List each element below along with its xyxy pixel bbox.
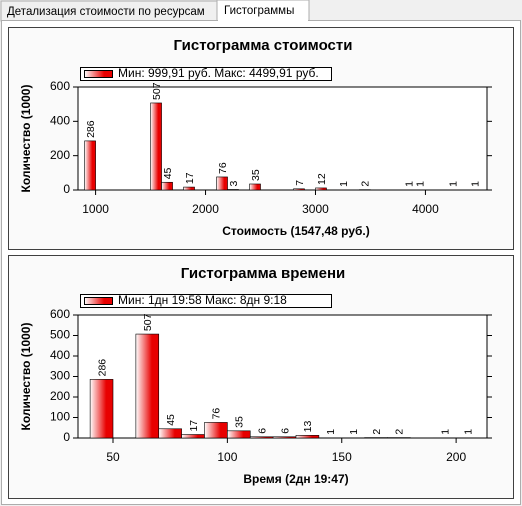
chart-title: Гистограмма времени [181,265,346,282]
legend-box [80,294,332,308]
bar [272,436,297,439]
legend-box [80,67,332,81]
legend-swatch [84,70,113,78]
value-label: 1 [348,429,360,435]
y-tick-label: 0 [63,182,70,196]
x-tick-label: 1000 [82,202,109,216]
value-label: 6 [279,428,291,434]
tab-label[interactable]: Детализация стоимости по ресурсам [7,6,205,18]
value-label: 1 [439,429,451,435]
value-label: 17 [188,420,200,432]
value-label: 7 [294,180,306,186]
value-label: 2 [360,181,372,187]
value-label: 507 [142,313,154,331]
bar [216,176,228,191]
bar [293,188,305,191]
value-label: 76 [211,408,223,420]
tab-label[interactable]: Гистограммы [224,5,294,17]
bar [249,183,261,191]
x-axis-label: Время (2дн 19:47) [243,472,348,486]
y-tick-label: 300 [50,369,70,383]
value-label: 6 [256,428,268,434]
value-label: 1 [415,181,427,187]
y-tick-label: 400 [50,348,70,362]
plot-area [77,86,488,191]
y-tick-label: 500 [50,328,70,342]
value-label: 1 [448,181,460,187]
x-tick-label: 2000 [192,202,219,216]
bar [204,422,228,439]
bar [158,428,182,439]
y-tick-label: 0 [63,430,70,444]
legend-label: Мин: 999,91 руб. Макс: 4499,91 руб. [118,66,319,80]
x-tick-label: 200 [446,450,466,464]
x-tick-label: 50 [106,450,120,464]
x-axis-label: Стоимость (1547,48 руб.) [222,224,370,238]
x-tick-label: 100 [217,450,237,464]
bar [161,181,173,191]
value-label: 1 [470,181,482,187]
y-tick-label: 200 [50,148,70,162]
value-label: 1 [462,429,474,435]
y-axis-label: Количество (1000) [19,323,33,431]
value-label: 1 [338,181,350,187]
legend-label: Мин: 1дн 19:58 Макс: 8дн 9:18 [118,293,287,307]
value-label: 2 [371,429,383,435]
y-tick-label: 600 [50,307,70,321]
value-label: 286 [96,359,108,377]
bar [315,187,327,191]
legend-swatch [84,297,113,305]
value-label: 45 [165,414,177,426]
bar [227,430,251,439]
value-label: 507 [151,82,163,100]
bar [227,189,239,191]
value-label: 13 [302,420,314,432]
value-label: 12 [316,173,328,185]
value-label: 35 [234,416,246,428]
value-label: 17 [184,172,196,184]
value-label: 45 [162,167,174,179]
bar [183,186,195,191]
value-label: 1 [325,429,337,435]
value-label: 35 [250,169,262,181]
x-tick-label: 3000 [302,202,329,216]
bar [84,140,96,191]
value-label: 3 [228,180,240,186]
bar [249,436,274,439]
bar [295,435,320,439]
x-tick-label: 150 [332,450,352,464]
y-tick-label: 600 [50,79,70,93]
bar [150,102,162,191]
bar [181,434,205,439]
value-label: 286 [85,120,97,138]
bar [89,379,114,439]
y-tick-label: 100 [50,410,70,424]
value-label: 76 [217,162,229,174]
y-tick-label: 400 [50,114,70,128]
value-label: 2 [394,429,406,435]
chart-title: Гистограмма стоимости [174,37,353,54]
x-tick-label: 4000 [412,202,439,216]
y-tick-label: 200 [50,389,70,403]
y-axis-label: Количество (1000) [19,85,33,193]
bar [135,333,160,439]
value-label: 1 [404,181,416,187]
